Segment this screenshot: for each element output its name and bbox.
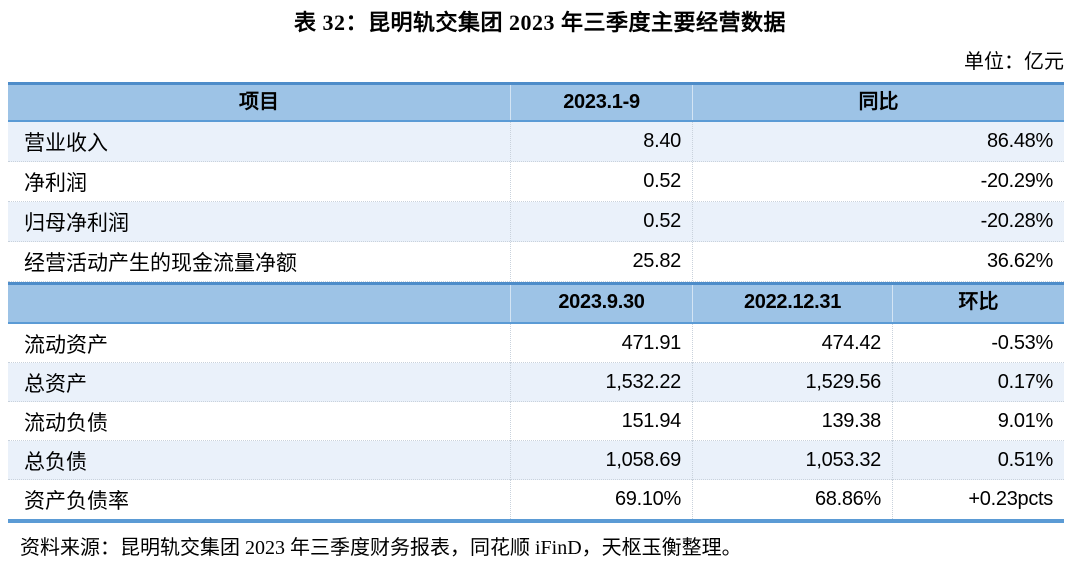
cell-date2: 139.38 bbox=[692, 402, 892, 441]
cell-date1: 69.10% bbox=[510, 480, 692, 519]
row-label: 流动资产 bbox=[24, 332, 108, 357]
cell-value: 8.40 bbox=[510, 122, 692, 161]
row-label: 总资产 bbox=[24, 371, 87, 396]
cell-qoq: 0.51% bbox=[892, 441, 1064, 480]
table-header-balance: 2023.9.30 2022.12.31 环比 bbox=[8, 282, 1064, 324]
cell-value: 0.52 bbox=[510, 162, 692, 201]
cell-qoq: +0.23pcts bbox=[892, 480, 1064, 519]
cell-yoy: -20.29% bbox=[692, 162, 1064, 201]
column-header-yoy: 同比 bbox=[692, 85, 1064, 120]
column-header-empty bbox=[8, 285, 510, 322]
cell-yoy: 86.48% bbox=[692, 122, 1064, 161]
table-row: 总负债 1,058.69 1,053.32 0.51% bbox=[8, 441, 1064, 480]
row-label: 流动负债 bbox=[24, 410, 108, 435]
cell-qoq: 0.17% bbox=[892, 363, 1064, 402]
table-section-balance: 流动资产 471.91 474.42 -0.53% 总资产 1,532.22 1… bbox=[8, 324, 1064, 519]
unit-label: 单位：亿元 bbox=[964, 51, 1064, 73]
cell-date1: 1,532.22 bbox=[510, 363, 692, 402]
row-label: 经营活动产生的现金流量净额 bbox=[24, 250, 297, 275]
page-title: 表 32：昆明轨交集团 2023 年三季度主要经营数据 bbox=[293, 10, 786, 35]
table-bottom-border bbox=[8, 519, 1064, 523]
column-header-date1: 2023.9.30 bbox=[510, 285, 692, 322]
table-row: 流动资产 471.91 474.42 -0.53% bbox=[8, 324, 1064, 363]
cell-date2: 474.42 bbox=[692, 324, 892, 363]
cell-date2: 1,053.32 bbox=[692, 441, 892, 480]
table-row: 经营活动产生的现金流量净额 25.82 36.62% bbox=[8, 242, 1064, 282]
column-header-item: 项目 bbox=[239, 91, 279, 113]
column-header-date2: 2022.12.31 bbox=[692, 285, 892, 322]
table-row: 净利润 0.52 -20.29% bbox=[8, 162, 1064, 202]
cell-yoy: -20.28% bbox=[692, 202, 1064, 241]
cell-value: 25.82 bbox=[510, 242, 692, 281]
cell-qoq: -0.53% bbox=[892, 324, 1064, 363]
table-section-income: 营业收入 8.40 86.48% 净利润 0.52 -20.29% 归母净利润 … bbox=[8, 122, 1064, 282]
table-row: 营业收入 8.40 86.48% bbox=[8, 122, 1064, 162]
row-label: 营业收入 bbox=[24, 130, 108, 155]
table-row: 总资产 1,532.22 1,529.56 0.17% bbox=[8, 363, 1064, 402]
cell-date2: 1,529.56 bbox=[692, 363, 892, 402]
cell-value: 0.52 bbox=[510, 202, 692, 241]
cell-yoy: 36.62% bbox=[692, 242, 1064, 281]
financial-table: 项目 2023.1-9 同比 营业收入 8.40 86.48% 净利润 0.52… bbox=[8, 82, 1064, 523]
cell-date1: 1,058.69 bbox=[510, 441, 692, 480]
row-label: 净利润 bbox=[24, 170, 87, 195]
cell-date2: 68.86% bbox=[692, 480, 892, 519]
cell-date1: 471.91 bbox=[510, 324, 692, 363]
column-header-period: 2023.1-9 bbox=[510, 85, 692, 120]
cell-qoq: 9.01% bbox=[892, 402, 1064, 441]
table-row: 资产负债率 69.10% 68.86% +0.23pcts bbox=[8, 480, 1064, 519]
row-label: 归母净利润 bbox=[24, 210, 129, 235]
table-header-income: 项目 2023.1-9 同比 bbox=[8, 82, 1064, 122]
row-label: 总负债 bbox=[24, 449, 87, 474]
cell-date1: 151.94 bbox=[510, 402, 692, 441]
source-note: 资料来源：昆明轨交集团 2023 年三季度财务报表，同花顺 iFinD，天枢玉衡… bbox=[20, 537, 742, 559]
table-row: 流动负债 151.94 139.38 9.01% bbox=[8, 402, 1064, 441]
table-row: 归母净利润 0.52 -20.28% bbox=[8, 202, 1064, 242]
column-header-qoq: 环比 bbox=[892, 285, 1064, 322]
row-label: 资产负债率 bbox=[24, 488, 129, 513]
